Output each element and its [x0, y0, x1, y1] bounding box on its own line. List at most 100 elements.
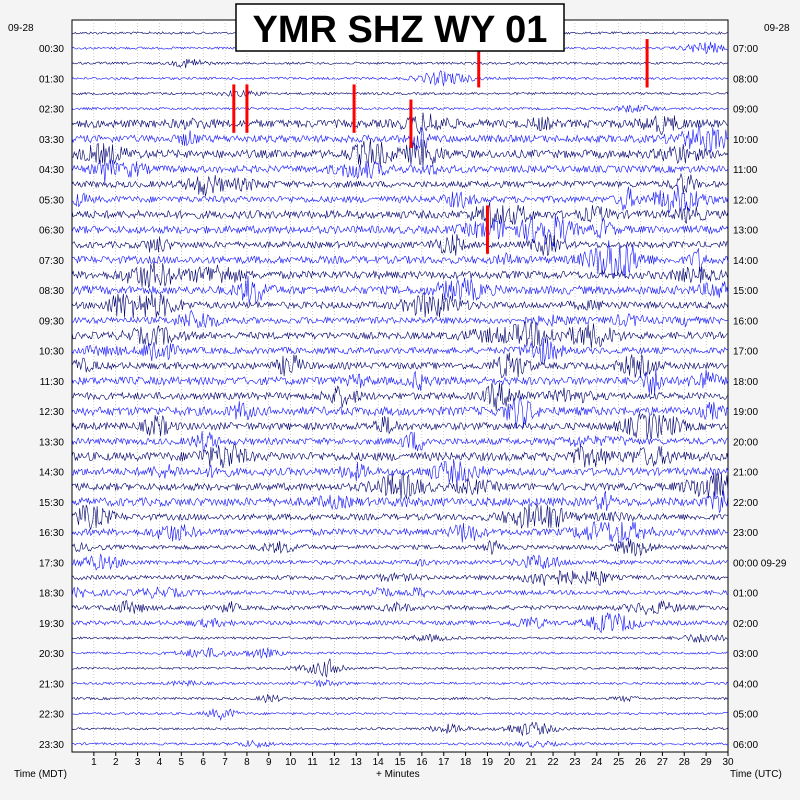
- x-tick-label: 20: [504, 757, 516, 768]
- x-tick-label: 7: [222, 757, 228, 768]
- left-axis-title: Time (MDT): [14, 769, 67, 780]
- x-tick-label: 14: [373, 757, 385, 768]
- trace-row-28: [71, 443, 729, 469]
- right-date-label: 09-28: [764, 23, 790, 34]
- trace-row-40: [71, 633, 729, 643]
- x-tick-label: 21: [526, 757, 538, 768]
- x-tick-label: 24: [591, 757, 603, 768]
- x-tick-label: 19: [482, 757, 494, 768]
- trace-row-11: [71, 184, 729, 214]
- right-time-label: 05:00: [733, 710, 758, 721]
- x-tick-label: 6: [200, 757, 206, 768]
- trace-row-13: [71, 213, 729, 248]
- x-tick-label: 26: [635, 757, 647, 768]
- left-time-label: 15:30: [39, 498, 64, 509]
- right-time-label: 01:00: [733, 589, 758, 600]
- x-tick-label: 3: [135, 757, 141, 768]
- x-tick-label: 25: [613, 757, 625, 768]
- x-tick-label: 29: [701, 757, 713, 768]
- x-tick-label: 1: [91, 757, 97, 768]
- right-time-label: 14:00: [733, 256, 758, 267]
- trace-row-37: [71, 586, 729, 599]
- left-time-label: 06:30: [39, 226, 64, 237]
- event-markers: [232, 39, 649, 254]
- right-time-label: 06:00: [733, 740, 758, 751]
- trace-row-36: [71, 570, 729, 586]
- seismic-traces: [71, 26, 729, 749]
- trace-row-41: [71, 646, 729, 660]
- left-time-label: 18:30: [39, 589, 64, 600]
- right-time-label: 09:00: [733, 105, 758, 116]
- right-time-label: 22:00: [733, 498, 758, 509]
- trace-row-3: [71, 70, 729, 86]
- left-time-label: 05:30: [39, 195, 64, 206]
- trace-row-23: [71, 369, 729, 395]
- right-time-label: 20:00: [733, 437, 758, 448]
- x-tick-label: 22: [548, 757, 560, 768]
- left-time-label: 08:30: [39, 286, 64, 297]
- left-time-label: 01:30: [39, 74, 64, 85]
- right-time-label: 16:00: [733, 316, 758, 327]
- left-time-label: 02:30: [39, 105, 64, 116]
- chart-title: YMR SHZ WY 01: [253, 9, 548, 51]
- right-axis-title: Time (UTC): [730, 769, 782, 780]
- trace-row-12: [71, 201, 729, 229]
- trace-row-7: [71, 125, 729, 153]
- right-time-label: 04:00: [733, 679, 758, 690]
- left-time-label: 07:30: [39, 256, 64, 267]
- trace-row-47: [71, 739, 729, 749]
- trace-row-38: [71, 600, 729, 616]
- left-time-label: 23:30: [39, 740, 64, 751]
- x-tick-label: 12: [329, 757, 341, 768]
- trace-row-19: [71, 309, 729, 329]
- trace-row-10: [71, 172, 729, 197]
- trace-row-35: [71, 553, 729, 571]
- left-time-label: 22:30: [39, 710, 64, 721]
- left-time-label: 03:30: [39, 135, 64, 146]
- left-date-label: 09-28: [8, 23, 34, 34]
- trace-row-18: [71, 291, 729, 319]
- x-tick-label: 28: [679, 757, 691, 768]
- trace-row-39: [71, 612, 729, 634]
- trace-row-43: [71, 679, 729, 688]
- right-time-label: 21:00: [733, 468, 758, 479]
- trace-row-31: [71, 490, 729, 514]
- x-tick-label: 17: [438, 757, 450, 768]
- trace-row-4: [71, 89, 729, 98]
- right-time-label: 23:00: [733, 528, 758, 539]
- trace-row-15: [71, 240, 729, 278]
- left-time-labels: 00:30 01:30 02:30 03:30 04:30 05:30 06:30 07:30…: [39, 44, 64, 751]
- trace-row-24: [71, 382, 729, 411]
- trace-row-14: [71, 234, 729, 257]
- left-time-label: 13:30: [39, 437, 64, 448]
- x-tick-label: 10: [285, 757, 297, 768]
- left-time-label: 10:30: [39, 347, 64, 358]
- x-tick-label: 30: [722, 757, 734, 768]
- left-time-label: 09:30: [39, 316, 64, 327]
- trace-row-9: [71, 158, 729, 184]
- x-tick-label: 8: [244, 757, 250, 768]
- trace-row-26: [71, 413, 729, 440]
- left-time-label: 17:30: [39, 558, 64, 569]
- right-time-label: 13:00: [733, 226, 758, 237]
- x-tick-label: 5: [179, 757, 185, 768]
- left-time-label: 11:30: [40, 377, 65, 388]
- left-time-label: 21:30: [39, 679, 64, 690]
- right-time-label: 08:00: [733, 74, 758, 85]
- right-time-label: 12:00: [733, 195, 758, 206]
- trace-row-27: [71, 431, 729, 452]
- right-time-label: 15:00: [733, 286, 758, 297]
- trace-row-46: [71, 721, 729, 737]
- bottom-axis-title: + Minutes: [376, 769, 420, 780]
- x-tick-label: 9: [266, 757, 272, 768]
- right-time-label: 03:00: [733, 649, 758, 660]
- x-tick-label: 15: [394, 757, 406, 768]
- left-time-label: 20:30: [39, 649, 64, 660]
- x-tick-label: 11: [307, 757, 318, 768]
- right-time-labels: 07:00 08:00 09:00 10:00 11:00 12:00 13:00 14:00…: [733, 44, 787, 751]
- left-time-label: 14:30: [39, 468, 64, 479]
- trace-row-16: [71, 260, 729, 289]
- trace-row-33: [71, 521, 729, 544]
- trace-row-34: [71, 539, 729, 557]
